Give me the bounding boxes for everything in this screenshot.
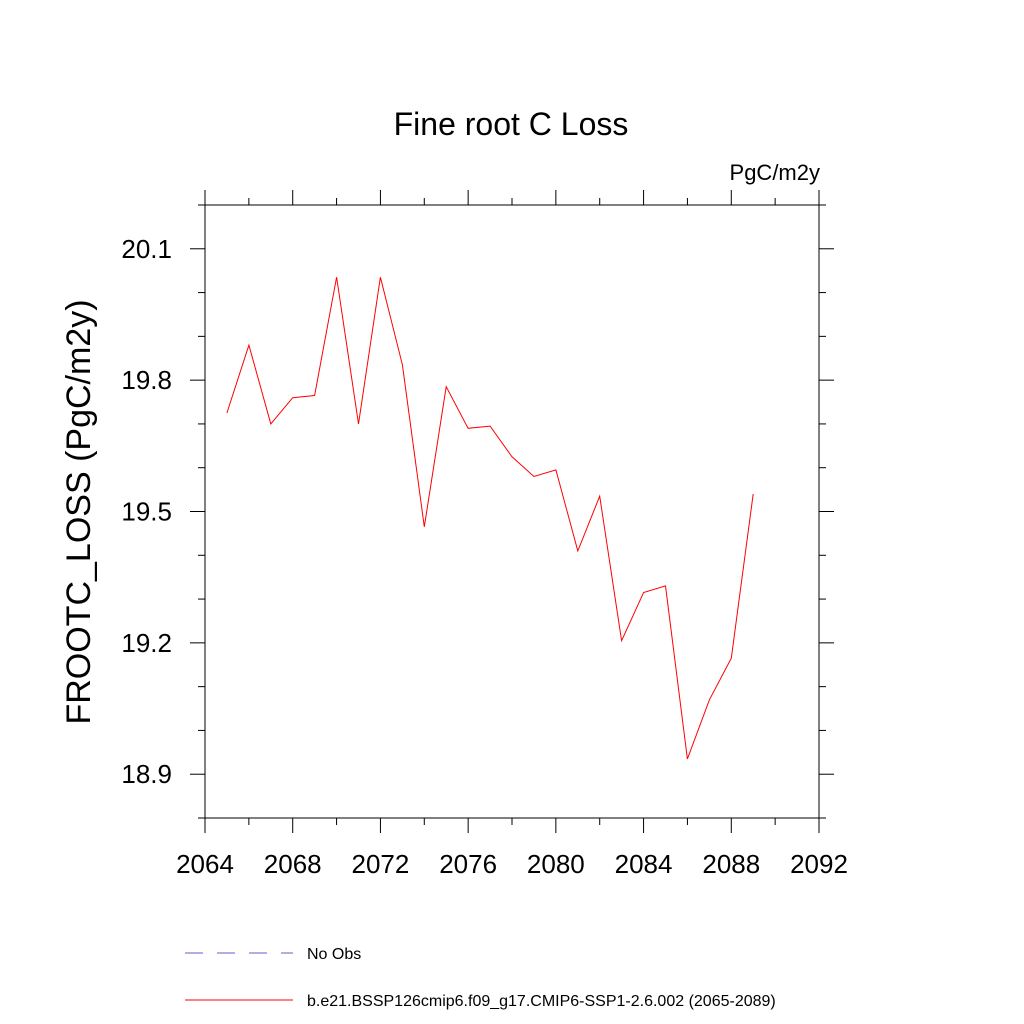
y-axis-label: FROOTC_LOSS (PgC/m2y) [60,299,98,724]
x-tick-label: 2064 [176,849,234,879]
y-tick-label: 18.9 [121,759,172,789]
x-tick-label: 2092 [790,849,848,879]
y-tick-label: 19.2 [121,628,172,658]
data-series [226,277,754,760]
legend-label-no-obs: No Obs [307,946,361,963]
y-tick-label: 20.1 [121,234,172,264]
x-tick-label: 2068 [264,849,322,879]
units-label: PgC/m2y [730,160,820,185]
x-tick-label: 2084 [615,849,673,879]
y-tick-label: 19.8 [121,365,172,395]
series-line-0 [226,277,754,760]
chart-title: Fine root C Loss [394,106,629,142]
legend: No Obs b.e21.BSSP126cmip6.f09_g17.CMIP6-… [185,946,776,1010]
y-tick-label: 19.5 [121,497,172,527]
x-tick-label: 2072 [352,849,410,879]
legend-label-model: b.e21.BSSP126cmip6.f09_g17.CMIP6-SSP1-2.… [307,993,776,1010]
axis-ticks [190,190,834,833]
x-tick-label: 2088 [702,849,760,879]
x-tick-label: 2080 [527,849,585,879]
x-tick-label: 2076 [439,849,497,879]
axis-tick-labels: 2064 2068 2072 2076 2080 2084 2088 2092 18.9 19.2… [121,234,848,879]
plot-frame [204,204,820,819]
